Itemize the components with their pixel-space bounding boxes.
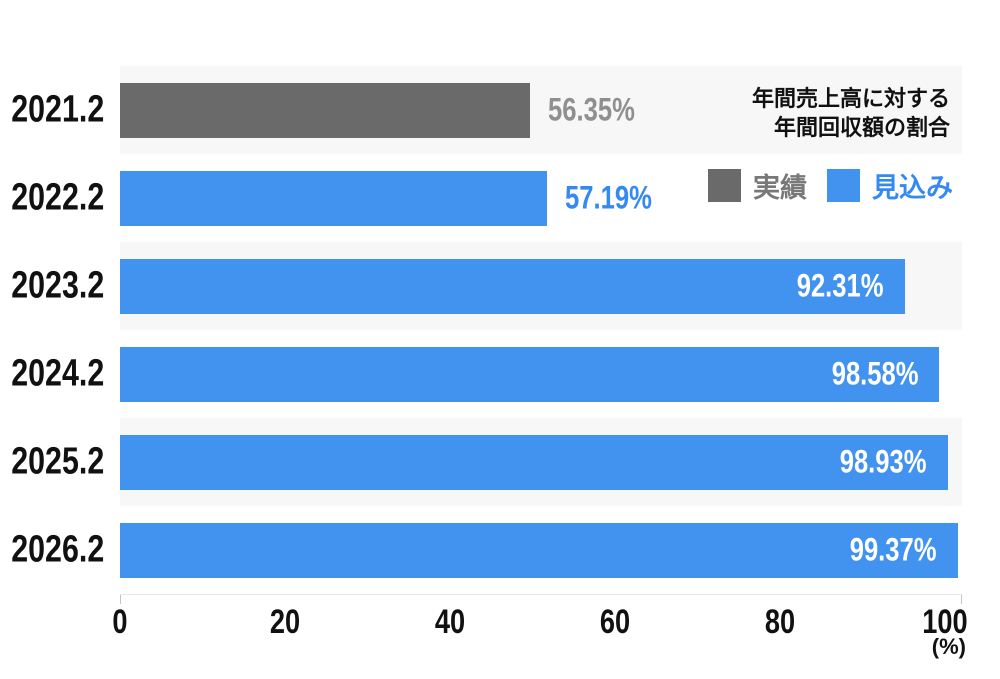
chart-row: 2021.2 56.35% — [11, 66, 962, 154]
category-label: 2022.2 — [11, 176, 104, 219]
x-axis-unit-label: (%) — [931, 634, 966, 659]
category-label: 2026.2 — [11, 528, 104, 571]
value-label: 98.58% — [831, 355, 919, 392]
chart-row: 2023.2 92.31% — [11, 242, 962, 330]
legend-label-actual: 実績 — [753, 173, 807, 203]
category-label: 2023.2 — [11, 264, 104, 307]
legend: 実績 見込み — [708, 166, 953, 205]
category-label: 2024.2 — [11, 352, 104, 395]
chart-row: 2024.2 98.58% — [11, 330, 962, 418]
x-tick-label: 0 — [112, 603, 128, 641]
bar-actual — [120, 82, 531, 138]
x-tick-label: 60 — [600, 603, 631, 641]
x-axis-line — [120, 594, 962, 604]
plot-area: 2021.2 56.35% 2022.2 57.19% 2023.2 92.31% 2024… — [11, 66, 962, 594]
bar-forecast: 92.31% — [120, 258, 905, 314]
bar-forecast: 98.58% — [120, 346, 940, 402]
category-label: 2025.2 — [11, 440, 104, 483]
value-label: 92.31% — [796, 267, 884, 304]
legend-label-forecast: 見込み — [872, 173, 953, 203]
bar-forecast: 98.93% — [120, 434, 948, 490]
x-tick-label: 100 — [922, 603, 969, 641]
legend-swatch-forecast — [827, 169, 860, 202]
value-label: 56.35% — [548, 91, 635, 128]
chart-title-line-2: 年間回収額の割合 — [773, 115, 950, 141]
chart-title: 年間売上高に対する 年間回収額の割合 — [752, 84, 950, 143]
value-label: 57.19% — [564, 179, 652, 216]
x-axis: (%) 0 20 40 60 80 100 — [112, 594, 968, 674]
value-label: 98.93% — [839, 443, 927, 480]
x-tick-label: 80 — [765, 603, 796, 641]
chart-row: 2026.2 99.37% — [11, 506, 962, 594]
legend-swatch-actual — [708, 169, 741, 202]
bar-forecast — [120, 170, 547, 226]
chart-row: 2022.2 57.19% — [11, 154, 962, 242]
chart-row: 2025.2 98.93% — [11, 418, 962, 506]
value-label: 99.37% — [849, 531, 937, 568]
legend-item-actual: 実績 — [708, 166, 807, 205]
bar-forecast: 99.37% — [120, 522, 958, 578]
x-tick-label: 40 — [435, 603, 466, 641]
category-label: 2021.2 — [11, 88, 104, 131]
x-tick-label: 20 — [269, 603, 301, 641]
legend-item-forecast: 見込み — [827, 166, 953, 205]
chart-title-line-1: 年間売上高に対する — [751, 86, 950, 111]
